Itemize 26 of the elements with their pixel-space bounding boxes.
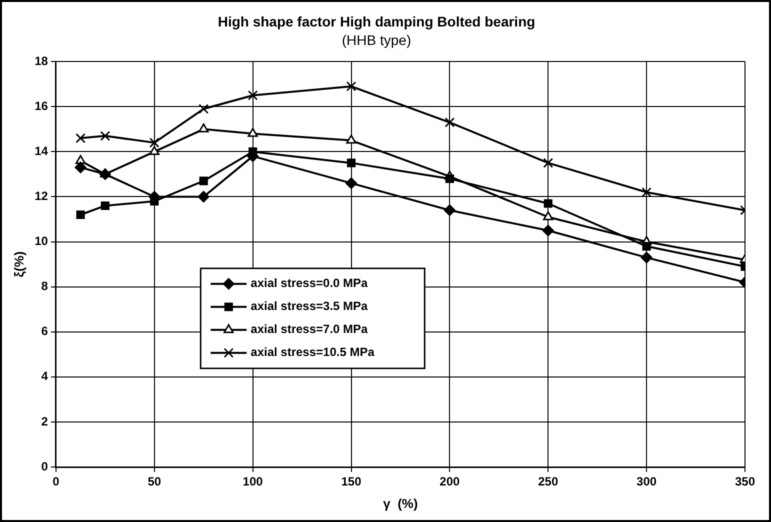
y-axis-title: ξ(%) [11,251,26,278]
y-tick-label: 18 [34,54,48,68]
legend-label: axial stress=3.5 MPa [250,299,368,314]
legend-label: axial stress=7.0 MPa [250,322,368,336]
chart-title: High shape factor High damping Bolted bearing [218,13,536,30]
x-tick-label: 300 [636,474,657,489]
x-axis-title: γ (%) [383,496,418,511]
legend-label: axial stress=10.5 MPa [250,345,375,360]
y-tick-label: 4 [41,369,48,384]
y-tick-label: 16 [34,98,48,113]
x-tick-label: 100 [242,474,264,489]
y-tick-label: 0 [41,459,48,474]
legend-label: axial stress=0.0 MPa [250,276,368,290]
x-tick-label: 250 [538,474,558,489]
y-tick-label: 8 [41,279,48,294]
y-tick-label: 10 [34,234,48,248]
y-tick-label: 12 [34,189,48,204]
y-tick-label: 2 [41,414,48,428]
y-tick-label: 6 [41,324,48,338]
x-tick-label: 0 [52,474,60,489]
y-tick-label: 14 [34,144,48,158]
x-tick-label: 150 [341,474,362,489]
x-tick-label: 350 [734,474,756,489]
x-tick-label: 200 [440,474,460,489]
x-tick-label: 50 [148,474,162,489]
chart-subtitle: (HHB type) [342,32,412,48]
